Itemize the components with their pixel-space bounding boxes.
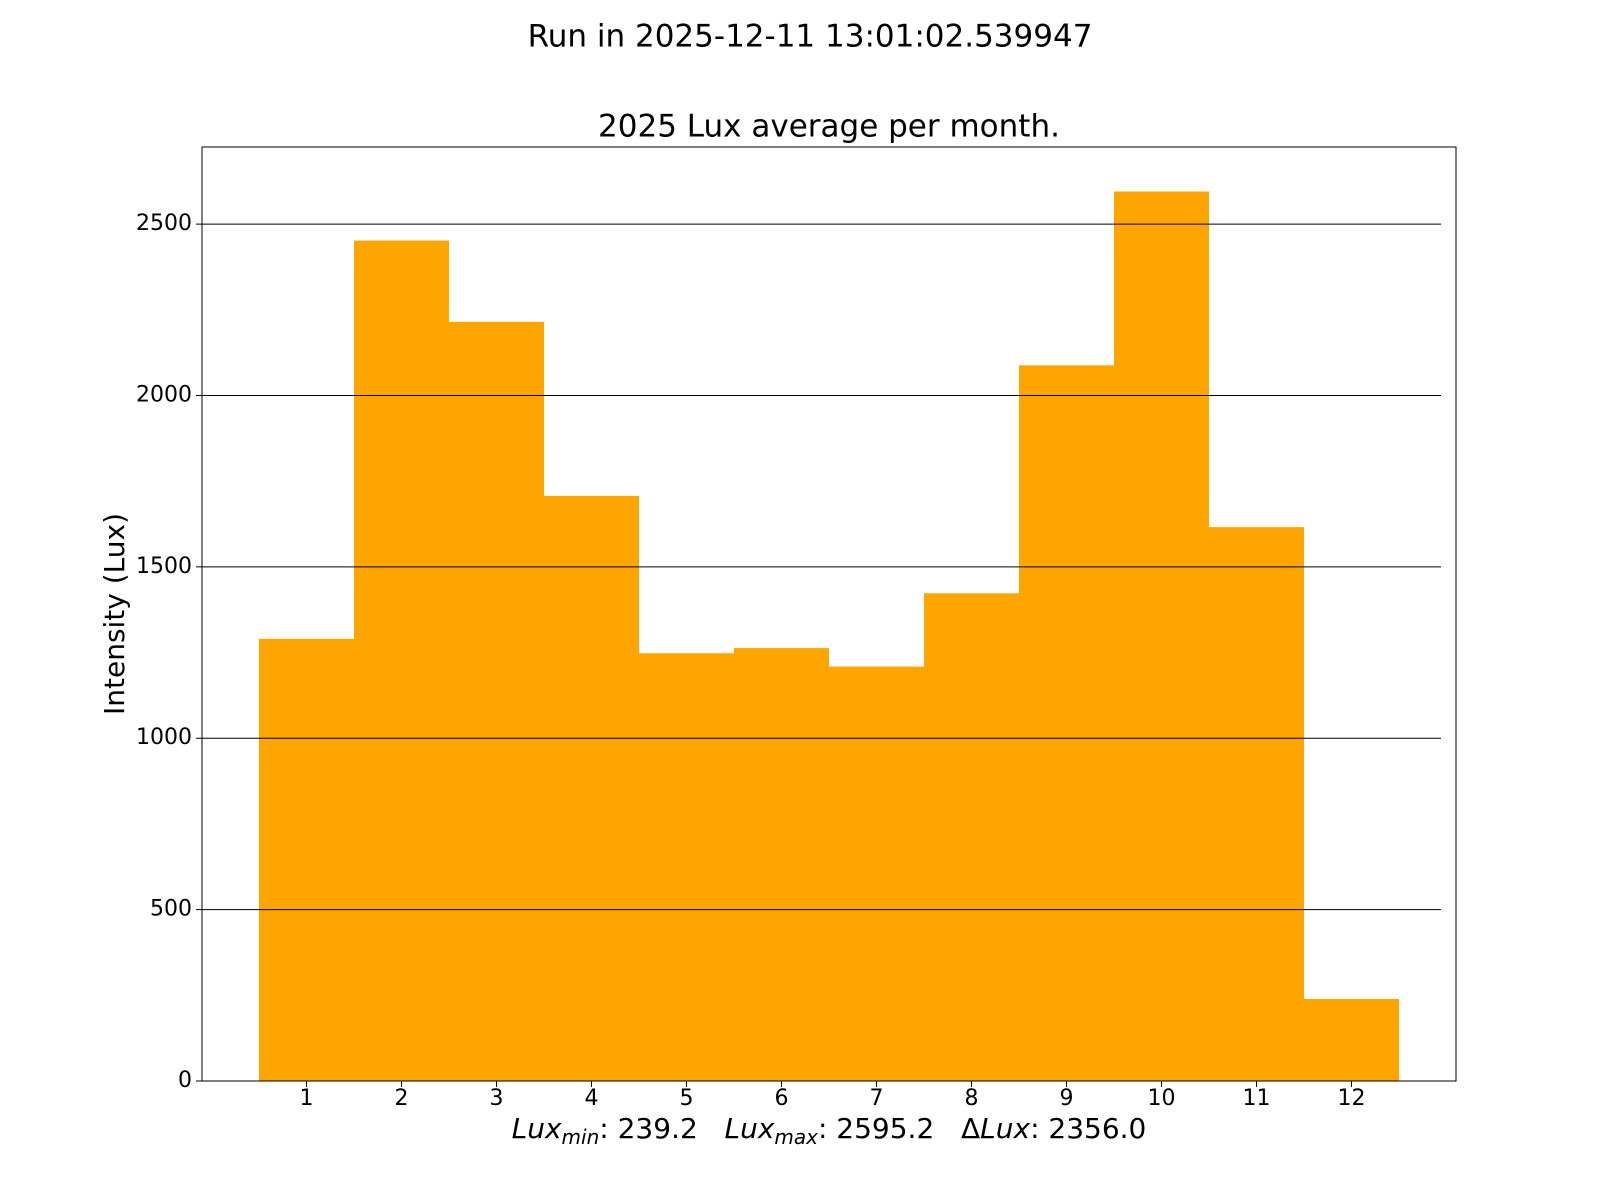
x-tick-label: 8	[965, 1086, 979, 1111]
bar	[1114, 191, 1209, 1081]
y-tick-label: 1500	[136, 554, 192, 579]
label-value: : 2356.0	[1030, 1112, 1146, 1145]
y-tick-label: 1000	[136, 725, 192, 750]
x-tick-label: 9	[1060, 1086, 1074, 1111]
x-tick-label: 11	[1243, 1086, 1271, 1111]
suptitle: Run in 2025-12-11 13:01:02.539947	[528, 19, 1093, 55]
label-prefix: Δ	[961, 1112, 980, 1145]
label-value: : 2595.2	[818, 1112, 934, 1145]
bar	[1019, 365, 1114, 1081]
bar	[259, 638, 354, 1081]
bar	[639, 653, 734, 1081]
bar	[924, 593, 1019, 1081]
x-tick-label: 12	[1338, 1086, 1366, 1111]
x-axis-label: Luxmin: 239.2 Luxmax: 2595.2 ΔLux: 2356.…	[512, 1112, 1147, 1149]
y-axis-label: Intensity (Lux)	[98, 513, 131, 715]
label-symbol: Lux	[512, 1112, 562, 1145]
bar	[449, 321, 544, 1081]
y-tick-label: 0	[178, 1068, 192, 1093]
bar	[544, 495, 639, 1081]
label-symbol: Lux	[980, 1112, 1030, 1145]
y-tick-label: 2500	[136, 211, 192, 236]
chart-title: 2025 Lux average per month.	[598, 109, 1060, 145]
plot-frame	[201, 146, 1457, 1082]
bar	[829, 666, 924, 1081]
bar	[354, 240, 449, 1081]
y-tick-label: 500	[150, 897, 192, 922]
spacer	[698, 1112, 725, 1145]
bar	[734, 648, 829, 1081]
x-tick-label: 7	[870, 1086, 884, 1111]
x-tick-label: 3	[490, 1086, 504, 1111]
bar	[1209, 527, 1304, 1081]
x-tick-label: 4	[585, 1086, 599, 1111]
x-tick-label: 10	[1148, 1086, 1176, 1111]
label-subscript: min	[562, 1125, 600, 1149]
label-value: : 239.2	[599, 1112, 698, 1145]
spacer	[934, 1112, 961, 1145]
label-subscript: max	[774, 1125, 818, 1149]
y-tick-label: 2000	[136, 382, 192, 407]
label-symbol: Lux	[724, 1112, 774, 1145]
x-tick-label: 5	[680, 1086, 694, 1111]
x-tick-label: 2	[395, 1086, 409, 1111]
x-tick-label: 1	[300, 1086, 314, 1111]
bar	[1304, 999, 1399, 1081]
x-tick-label: 6	[775, 1086, 789, 1111]
